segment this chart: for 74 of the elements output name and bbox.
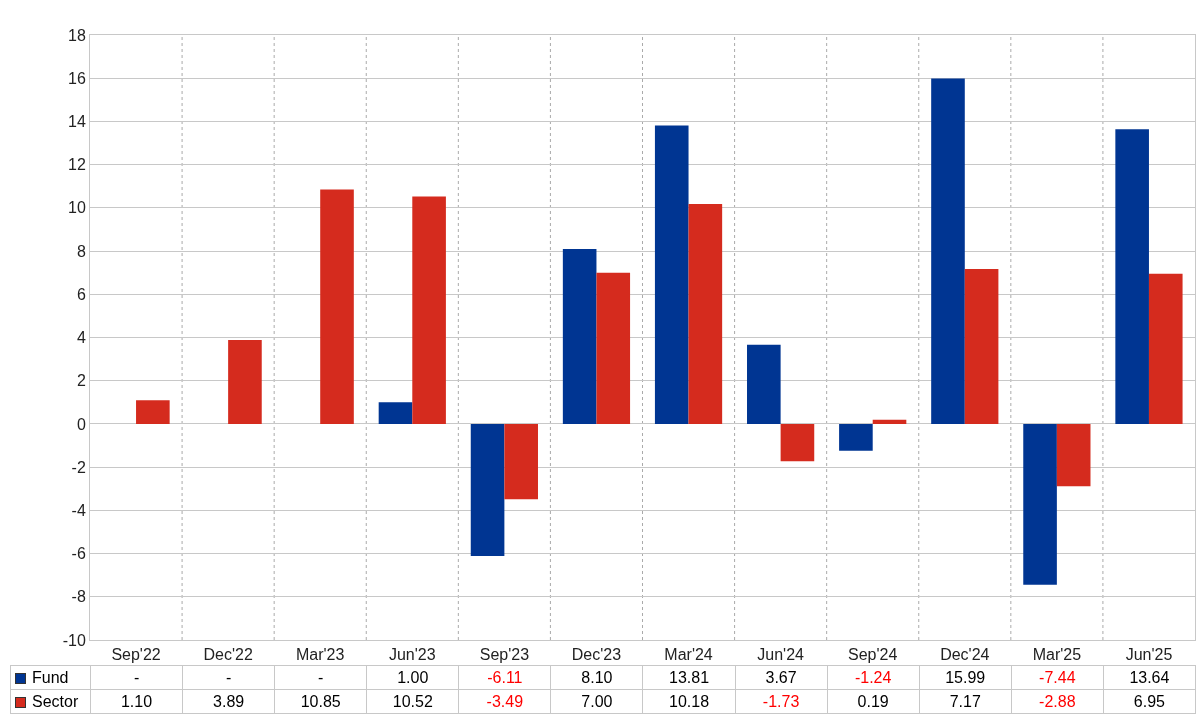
y-tick-label: 14 [68, 113, 86, 131]
bar [780, 423, 815, 462]
bar [1023, 423, 1057, 585]
x-tick-label: Mar'24 [664, 646, 713, 664]
data-label: 1.10 [90, 689, 183, 714]
data-label: -3.49 [458, 689, 551, 714]
data-label: -7.44 [1011, 665, 1104, 690]
bar [136, 400, 170, 424]
bar [964, 269, 999, 424]
bar [1148, 273, 1183, 424]
bar [688, 203, 723, 424]
y-tick-label: 4 [76, 329, 86, 347]
x-tick-label: Jun'23 [388, 646, 436, 664]
legend-label: Sector [10, 689, 91, 714]
text: - [318, 668, 324, 686]
x-tick-label: Mar'23 [296, 646, 345, 664]
y-tick-label: -8 [71, 588, 86, 606]
text: - [133, 668, 140, 686]
data-label: -1.73 [735, 689, 828, 714]
bar [470, 423, 505, 556]
data-label: 10.52 [366, 689, 459, 714]
data-label: 13.64 [1103, 665, 1196, 690]
data-label: -6.11 [458, 665, 551, 690]
data-label: 10.85 [274, 689, 367, 714]
data-label: 10.18 [642, 689, 736, 714]
y-tick-label: 12 [68, 156, 86, 174]
data-label: 0.19 [827, 689, 920, 714]
x-tick-label: Sep'22 [111, 646, 161, 664]
bar [872, 419, 907, 424]
bar [228, 339, 262, 424]
y-tick-label: 16 [68, 69, 86, 87]
x-tick-label: Sep'24 [848, 646, 898, 664]
x-tick-label: Jun'25 [1125, 646, 1173, 664]
y-tick-label: 6 [76, 285, 86, 303]
bar [412, 196, 446, 424]
bar [320, 189, 354, 424]
bar [839, 423, 873, 451]
y-tick-label: 2 [76, 372, 86, 390]
legend-label: Fund [10, 665, 91, 690]
text: - [225, 668, 232, 686]
x-tick-label: Mar'25 [1032, 646, 1082, 664]
data-label: 7.00 [550, 689, 643, 714]
y-tick-label: 0 [76, 415, 86, 433]
bar [654, 125, 689, 424]
y-tick-label: 10 [68, 199, 86, 217]
data-label: 3.89 [182, 689, 275, 714]
bar [504, 423, 538, 500]
bar [1056, 423, 1091, 487]
x-tick-label: Dec'24 [940, 646, 990, 664]
y-tick-label: -2 [71, 458, 86, 476]
data-label: -1.24 [827, 665, 920, 690]
bar [747, 344, 781, 424]
y-tick-label: 18 [68, 26, 86, 44]
data-label: 13.81 [642, 665, 736, 690]
bar [1115, 129, 1149, 424]
x-tick-label: Sep'23 [479, 646, 530, 664]
y-tick-label: -6 [71, 545, 86, 563]
bar [562, 248, 597, 424]
data-label: 3.67 [735, 665, 828, 690]
data-label: 7.17 [919, 689, 1012, 714]
x-tick-label: Jun'24 [757, 646, 805, 664]
bar [378, 402, 413, 424]
y-tick-label: -4 [71, 501, 86, 519]
bar [931, 78, 965, 424]
x-tick-label: Dec'23 [571, 646, 622, 664]
data-label: 1.00 [366, 665, 459, 690]
y-tick-label: -10 [62, 631, 86, 649]
data-label: -2.88 [1011, 689, 1104, 714]
x-tick-label: Dec'22 [203, 646, 253, 664]
data-label: 6.95 [1103, 689, 1196, 714]
bar [596, 272, 631, 424]
y-tick-label: 8 [76, 242, 86, 260]
data-label: 8.10 [550, 665, 643, 690]
data-label: 15.99 [919, 665, 1012, 690]
